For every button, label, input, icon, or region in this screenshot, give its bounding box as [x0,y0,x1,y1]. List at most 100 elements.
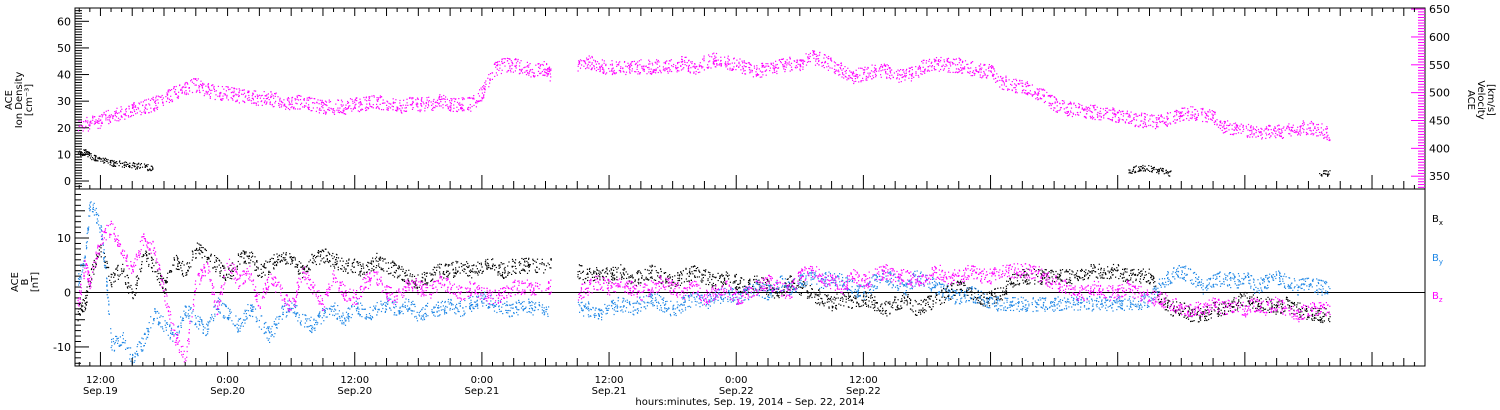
density-point [151,165,153,167]
velocity-point [880,74,882,76]
top-left-tick-label: 20 [57,122,71,135]
velocity-point [690,61,692,63]
velocity-point [831,67,833,69]
b-x-point [651,276,653,278]
b-x-point [130,284,132,287]
b-x-point [587,272,589,274]
velocity-point [1056,111,1058,113]
b-x-point [397,267,399,269]
velocity-point [1129,115,1131,117]
velocity-point [688,64,690,66]
velocity-point [727,55,729,57]
velocity-point [1181,111,1183,113]
velocity-point [1274,126,1276,128]
velocity-point [838,74,840,76]
b-x-point [337,257,340,259]
velocity-point [481,100,483,102]
b-x-point [268,261,270,263]
b-x-point [209,260,211,262]
b-x-point [198,252,200,254]
b-x-point [362,273,364,275]
density-point [87,151,89,153]
density-point [1325,170,1327,172]
velocity-point [200,80,202,82]
b-x-point [359,264,361,266]
velocity-point [619,70,622,72]
velocity-point [1234,122,1237,124]
b-x-point [237,260,239,263]
b-x-point [669,274,671,276]
b-x-point [317,250,320,252]
velocity-point [1153,121,1155,123]
velocity-point [880,76,882,78]
b-x-point [117,265,119,267]
velocity-point [1010,83,1012,85]
b-x-point [499,273,501,275]
b-x-point [175,254,178,257]
velocity-point [588,61,590,63]
velocity-point [1310,133,1312,135]
velocity-point [972,70,974,72]
b-x-point [550,259,552,261]
velocity-point [460,107,462,109]
density-point [1138,170,1140,172]
b-x-point [433,271,435,273]
b-x-point [82,310,84,312]
velocity-point [1002,80,1004,82]
b-x-point [609,270,611,272]
density-point [1323,170,1325,172]
b-x-point [492,263,494,265]
b-x-point [754,275,756,277]
b-x-point [631,276,633,278]
density-point [99,157,101,159]
velocity-point [1097,116,1099,118]
b-x-point [722,275,724,277]
velocity-point [783,68,785,70]
velocity-point [114,111,116,113]
velocity-point [628,67,630,69]
b-x-point [138,278,140,280]
b-x-point [375,260,377,262]
velocity-point [990,71,992,73]
b-x-point [319,263,321,265]
velocity-point [1278,131,1280,133]
velocity-point [116,120,118,122]
b-x-point [466,265,468,268]
velocity-point [469,97,471,99]
velocity-point [818,60,820,62]
velocity-point [300,103,302,106]
velocity-point [387,101,389,103]
velocity-point [168,89,171,91]
velocity-point [1068,103,1070,105]
velocity-point [844,70,846,72]
velocity-point [1043,95,1045,97]
velocity-point [1246,135,1248,137]
velocity-point [1311,132,1313,134]
b-x-point [365,271,368,274]
velocity-point [1231,133,1233,135]
velocity-point [1130,111,1132,113]
velocity-point [1059,107,1062,109]
velocity-point [1120,113,1122,115]
velocity-point [1051,94,1053,97]
b-x-point [274,264,276,266]
velocity-point [650,68,652,70]
b-x-point [543,272,545,274]
velocity-point [170,95,172,97]
velocity-point [452,110,454,112]
velocity-point [713,63,715,66]
velocity-point [193,82,195,85]
velocity-point [1240,132,1242,134]
velocity-point [311,97,313,99]
velocity-point [738,62,740,65]
velocity-point [859,74,861,76]
b-x-point [100,244,102,247]
b-x-point [508,261,510,263]
velocity-point [699,65,701,67]
velocity-point [339,112,341,114]
velocity-point [1183,119,1185,121]
velocity-point [1014,92,1017,94]
velocity-point [1038,92,1040,95]
b-x-point [446,275,448,278]
velocity-point [844,75,846,77]
